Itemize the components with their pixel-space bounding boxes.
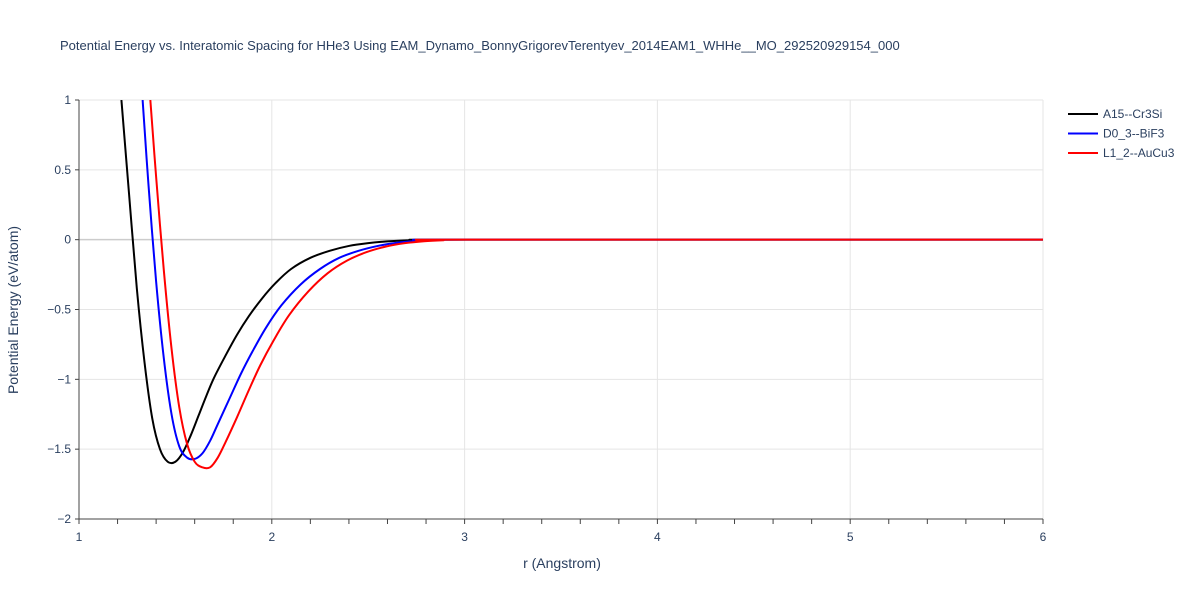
series-layer: [120, 100, 1043, 470]
chart-title: Potential Energy vs. Interatomic Spacing…: [60, 38, 900, 53]
x-tick-label: 2: [268, 530, 275, 544]
y-tick-label: −0.5: [47, 303, 71, 317]
y-axis-title: Potential Energy (eV/atom): [5, 226, 21, 394]
legend-label: L1_2--AuCu3: [1103, 146, 1175, 160]
x-tick-label: 6: [1040, 530, 1047, 544]
legend[interactable]: A15--Cr3Si D0_3--BiF3 L1_2--AuCu3: [1068, 107, 1175, 160]
legend-label: A15--Cr3Si: [1103, 107, 1162, 121]
y-tick-label: 0.5: [54, 163, 71, 177]
axis-layer: 1 2 3 4 5 6 1 0.5 0 −0.5 −1 −1.5 −2: [47, 93, 1046, 544]
legend-item-1[interactable]: D0_3--BiF3: [1068, 127, 1165, 141]
y-tick-label: −1: [57, 372, 71, 386]
grid-layer: [79, 99, 1044, 519]
x-tick-label: 1: [76, 530, 83, 544]
x-tick-label: 4: [654, 530, 661, 544]
series-line-0: [120, 100, 1043, 465]
y-tick-label: 1: [64, 93, 71, 107]
y-tick-label: 0: [64, 233, 71, 247]
y-tick-label: −2: [57, 512, 71, 526]
legend-label: D0_3--BiF3: [1103, 127, 1165, 141]
y-tick-label: −1.5: [47, 442, 71, 456]
x-tick-label: 3: [461, 530, 468, 544]
legend-item-0[interactable]: A15--Cr3Si: [1068, 107, 1162, 121]
series-line-2: [149, 100, 1043, 470]
x-axis-title: r (Angstrom): [523, 555, 601, 571]
legend-item-2[interactable]: L1_2--AuCu3: [1068, 146, 1175, 160]
x-tick-label: 5: [847, 530, 854, 544]
